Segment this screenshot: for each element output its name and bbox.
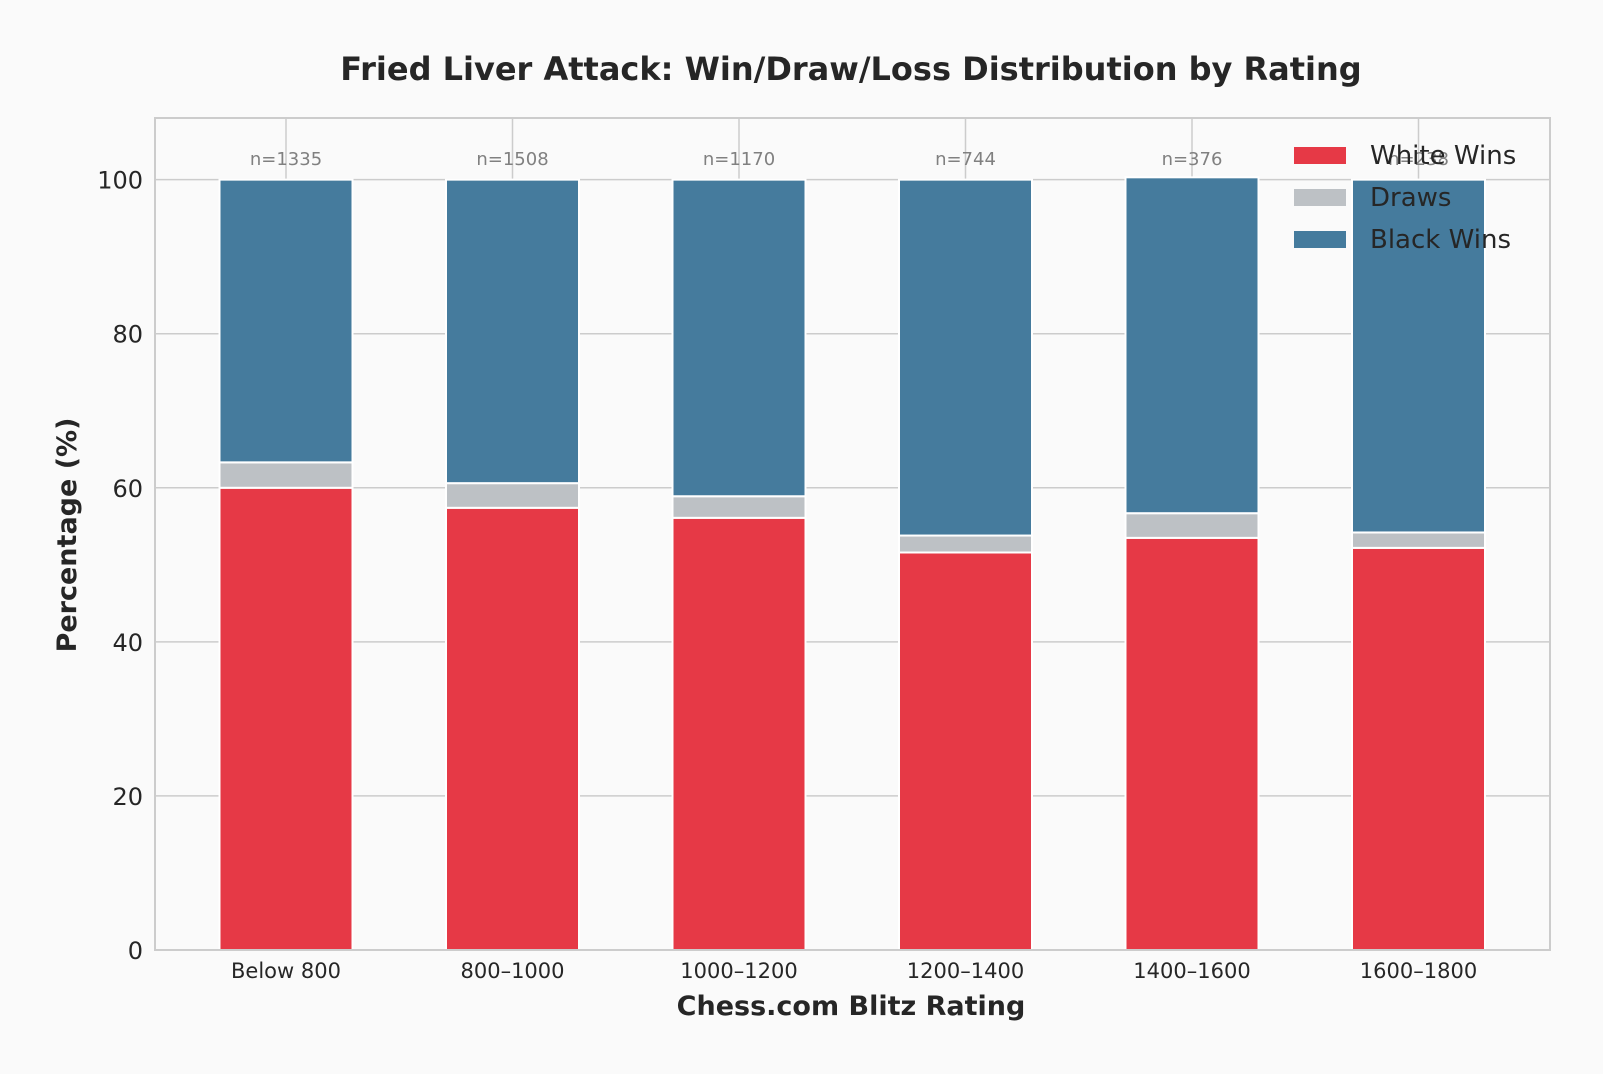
legend-label: Black Wins <box>1370 225 1511 255</box>
bar-draws <box>898 534 1033 554</box>
plot-frame <box>154 117 1551 951</box>
bar-draws <box>218 461 354 489</box>
bar-black-wins <box>898 178 1033 537</box>
bar-draws <box>1351 531 1486 549</box>
x-ticks: Below 800 800–1000 1000–1200 1200–1400 1400–… <box>231 959 1477 983</box>
bars <box>218 176 1486 952</box>
plot-background <box>155 118 1550 950</box>
sample-size-label: n=238 <box>1388 149 1449 170</box>
bar-white-wins <box>445 506 580 951</box>
sample-size-label: n=1508 <box>476 149 548 170</box>
legend-swatch <box>1294 231 1346 248</box>
x-axis-label: Chess.com Blitz Rating <box>677 991 1026 1022</box>
bar-white-wins <box>671 516 807 951</box>
chart-title: Fried Liver Attack: Win/Draw/Loss Distri… <box>340 50 1361 88</box>
legend-swatch <box>1294 147 1346 164</box>
bar-draws <box>671 495 807 519</box>
bar-black-wins <box>445 178 580 485</box>
sample-size-label: n=376 <box>1162 149 1223 170</box>
sample-size-labels: n=1335 n=1508 n=1170 n=744 n=376 n=238 <box>250 149 1449 170</box>
bar-draws <box>1124 512 1260 539</box>
x-tick-label: 800–1000 <box>460 959 564 983</box>
y-tick-label: 20 <box>112 783 143 811</box>
bar-white-wins <box>1124 536 1260 952</box>
y-tick-label: 80 <box>112 321 143 349</box>
bar-draws <box>445 482 580 509</box>
legend-label: White Wins <box>1370 141 1516 171</box>
y-tick-label: 0 <box>128 937 143 965</box>
sample-size-label: n=744 <box>935 149 996 170</box>
bar-white-wins <box>218 486 354 951</box>
bar-white-wins <box>898 551 1033 951</box>
x-tick-label: 1200–1400 <box>907 959 1024 983</box>
legend: White Wins Draws Black Wins <box>1294 141 1516 255</box>
bar-black-wins <box>218 178 354 464</box>
y-tick-label: 60 <box>112 475 143 503</box>
bar-white-wins <box>1351 546 1486 951</box>
x-tick-label: 1600–1800 <box>1360 959 1477 983</box>
sample-size-label: n=1335 <box>250 149 322 170</box>
y-ticks: 0 20 40 60 80 100 <box>97 167 143 965</box>
x-tick-label: 1000–1200 <box>680 959 797 983</box>
y-tick-label: 100 <box>97 167 143 195</box>
bar-black-wins <box>1351 178 1486 534</box>
x-tick-label: Below 800 <box>231 959 341 983</box>
sample-size-label: n=1170 <box>703 149 775 170</box>
legend-label: Draws <box>1370 183 1451 213</box>
legend-swatch <box>1294 189 1346 206</box>
y-tick-label: 40 <box>112 629 143 657</box>
x-tick-label: 1400–1600 <box>1133 959 1250 983</box>
bar-black-wins <box>1124 176 1260 515</box>
bar-black-wins <box>671 178 807 498</box>
y-axis-label: Percentage (%) <box>52 418 83 653</box>
